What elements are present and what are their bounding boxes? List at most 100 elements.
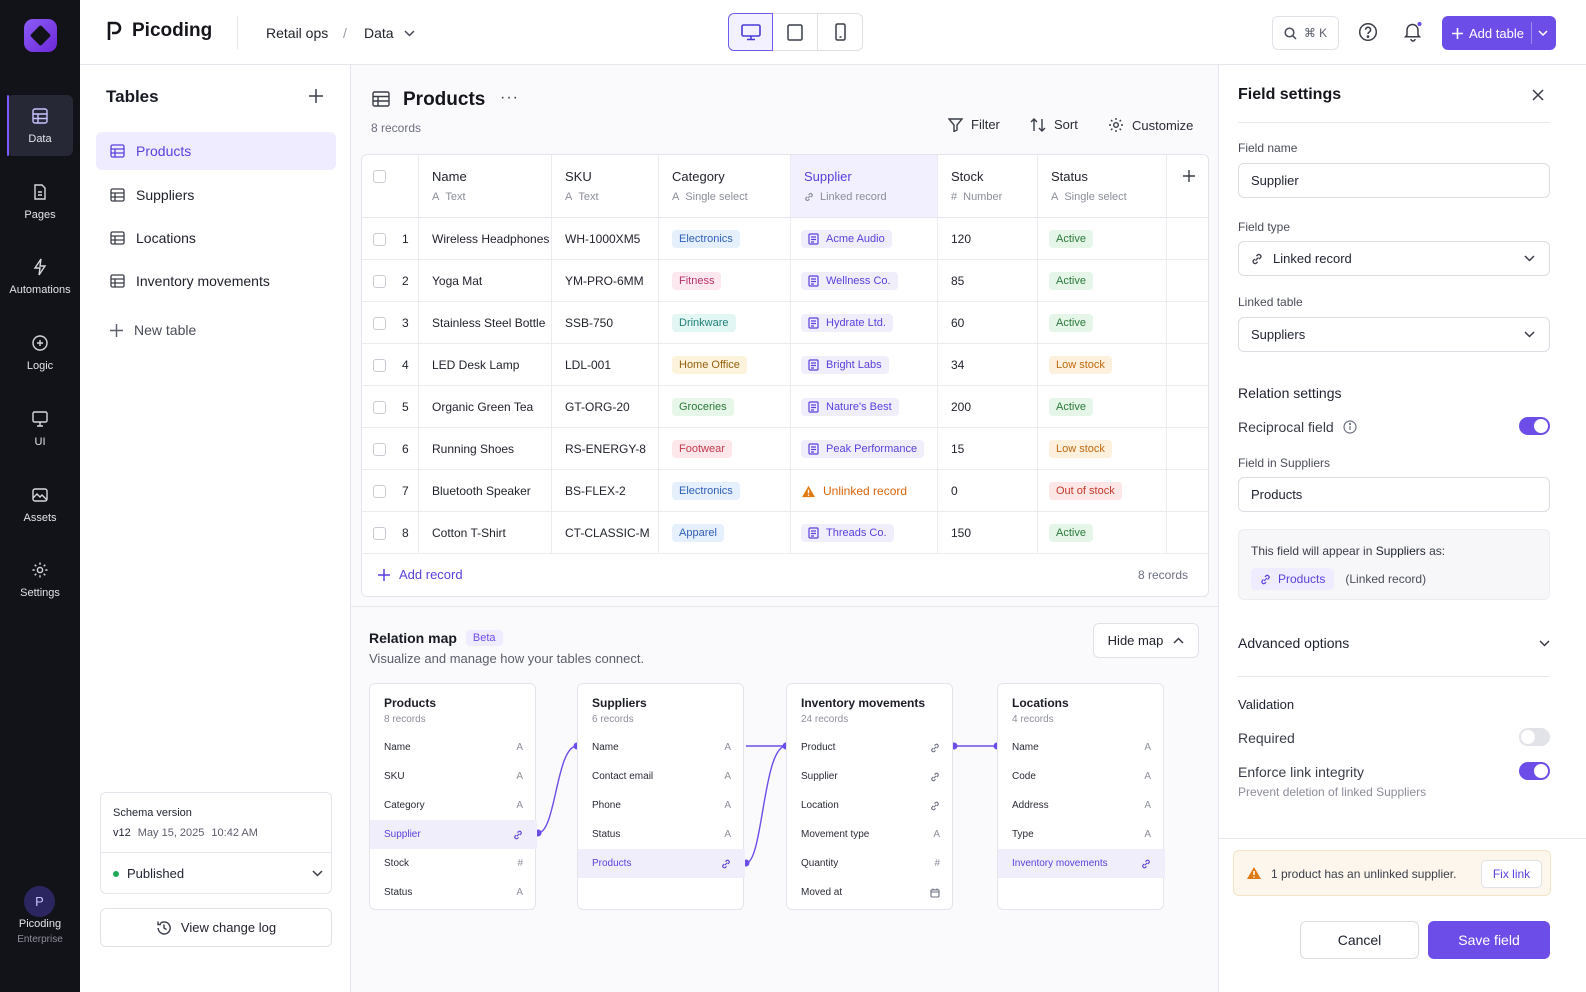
table-row[interactable]: 1 Wireless Headphones WH-1000XM5 Electronic… <box>362 218 1208 260</box>
cell-sku[interactable]: SSB-750 <box>552 302 659 344</box>
field-name-input[interactable]: Supplier <box>1238 163 1550 198</box>
relation-field-row[interactable]: Category A <box>370 791 537 820</box>
cell-supplier[interactable]: Wellness Co. <box>791 260 938 302</box>
cell-stock[interactable]: 85 <box>938 260 1038 302</box>
table-row[interactable]: 7 Bluetooth Speaker BS-FLEX-2 Electronics Un… <box>362 470 1208 512</box>
fix-link-button[interactable]: Fix link <box>1481 860 1542 888</box>
add-table-icon[interactable] <box>309 89 323 103</box>
cell-category[interactable]: Fitness <box>659 260 791 302</box>
column-header-status[interactable]: Status A Single select <box>1038 155 1167 218</box>
relation-field-row[interactable]: Location <box>787 791 954 820</box>
cell-status[interactable]: Low stock <box>1038 344 1167 386</box>
relation-field-row[interactable]: Contact email A <box>578 762 745 791</box>
required-toggle[interactable] <box>1519 728 1550 746</box>
table-item-products[interactable]: Products <box>96 132 336 170</box>
relation-field-row[interactable]: Name A <box>998 733 1165 762</box>
cell-category[interactable]: Groceries <box>659 386 791 428</box>
cell-sku[interactable]: BS-FLEX-2 <box>552 470 659 512</box>
add-record-button[interactable]: Add record <box>378 567 463 582</box>
supplier-link-chip[interactable]: Hydrate Ltd. <box>801 314 893 332</box>
notifications-button[interactable] <box>1402 20 1424 42</box>
rail-item-assets[interactable]: Assets <box>7 474 73 535</box>
info-icon[interactable] <box>1343 420 1357 434</box>
cell-stock[interactable]: 15 <box>938 428 1038 470</box>
cell-sku[interactable]: CT-CLASSIC-M <box>552 512 659 554</box>
advanced-options-toggle[interactable]: Advanced options <box>1238 635 1550 651</box>
relation-field-row[interactable]: Name A <box>370 733 537 762</box>
close-icon[interactable] <box>1532 89 1544 101</box>
unlinked-record-warning[interactable]: Unlinked record <box>801 484 907 498</box>
supplier-link-chip[interactable]: Acme Audio <box>801 230 892 248</box>
cell-category[interactable]: Footwear <box>659 428 791 470</box>
relation-field-row[interactable]: Phone A <box>578 791 745 820</box>
cell-name[interactable]: Wireless Headphones <box>419 218 552 260</box>
cell-name[interactable]: Stainless Steel Bottle <box>419 302 552 344</box>
relation-table-card[interactable]: Suppliers 6 records Name A Contact email A Pho… <box>577 683 745 910</box>
cell-status[interactable]: Active <box>1038 386 1167 428</box>
row-checkbox[interactable] <box>373 484 386 498</box>
cell-name[interactable]: Organic Green Tea <box>419 386 552 428</box>
relation-field-row[interactable]: Supplier <box>787 762 954 791</box>
cell-status[interactable]: Active <box>1038 218 1167 260</box>
save-field-button[interactable]: Save field <box>1428 921 1550 959</box>
cell-sku[interactable]: RS-ENERGY-8 <box>552 428 659 470</box>
relation-field-row[interactable]: Moved at <box>787 878 954 907</box>
table-row[interactable]: 4 LED Desk Lamp LDL-001 Home Office Bright L… <box>362 344 1208 386</box>
app-logo-icon[interactable] <box>24 19 57 52</box>
column-header-supplier[interactable]: Supplier Linked record <box>791 155 938 218</box>
breadcrumb-workspace[interactable]: Retail ops <box>266 25 329 41</box>
rail-item-pages[interactable]: Pages <box>7 171 73 232</box>
link-integrity-toggle[interactable] <box>1519 762 1550 780</box>
cell-sku[interactable]: WH-1000XM5 <box>552 218 659 260</box>
supplier-link-chip[interactable]: Wellness Co. <box>801 272 898 290</box>
cell-status[interactable]: Active <box>1038 260 1167 302</box>
cell-stock[interactable]: 0 <box>938 470 1038 512</box>
table-row[interactable]: 8 Cotton T-Shirt CT-CLASSIC-M Apparel Thread… <box>362 512 1208 554</box>
table-item-suppliers[interactable]: Suppliers <box>96 176 336 214</box>
cell-supplier[interactable]: Peak Performance <box>791 428 938 470</box>
relation-field-row[interactable]: Products <box>578 849 745 878</box>
chevron-down-icon[interactable] <box>1538 30 1548 36</box>
cell-stock[interactable]: 200 <box>938 386 1038 428</box>
rail-item-logic[interactable]: Logic <box>7 322 73 383</box>
rail-item-ui[interactable]: UI <box>7 398 73 459</box>
relation-field-row[interactable]: Status A <box>370 878 537 907</box>
cell-category[interactable]: Drinkware <box>659 302 791 344</box>
column-header-stock[interactable]: Stock # Number <box>938 155 1038 218</box>
reciprocal-field-input[interactable]: Products <box>1238 477 1550 512</box>
relation-field-row[interactable]: Address A <box>998 791 1165 820</box>
row-checkbox[interactable] <box>373 526 386 540</box>
customize-button[interactable]: Customize <box>1108 117 1193 133</box>
cell-name[interactable]: LED Desk Lamp <box>419 344 552 386</box>
table-row[interactable]: 5 Organic Green Tea GT-ORG-20 Groceries Natu… <box>362 386 1208 428</box>
cell-status[interactable]: Out of stock <box>1038 470 1167 512</box>
field-type-select[interactable]: Linked record <box>1238 241 1550 276</box>
more-options-icon[interactable]: ··· <box>500 89 519 106</box>
cell-supplier[interactable]: Bright Labs <box>791 344 938 386</box>
supplier-link-chip[interactable]: Bright Labs <box>801 356 889 374</box>
view-change-log-button[interactable]: View change log <box>100 908 332 947</box>
desktop-view-button[interactable] <box>728 13 773 51</box>
cell-name[interactable]: Yoga Mat <box>419 260 552 302</box>
relation-field-row[interactable]: SKU A <box>370 762 537 791</box>
cell-category[interactable]: Electronics <box>659 218 791 260</box>
breadcrumb-data-dropdown[interactable]: Data <box>364 25 415 41</box>
relation-field-row[interactable]: Type A <box>998 820 1165 849</box>
row-checkbox[interactable] <box>373 442 386 456</box>
cancel-button[interactable]: Cancel <box>1300 921 1419 959</box>
relation-table-card[interactable]: Locations 4 records Name A Code A Address A Type… <box>997 683 1165 910</box>
cell-sku[interactable]: LDL-001 <box>552 344 659 386</box>
cell-name[interactable]: Running Shoes <box>419 428 552 470</box>
linked-table-select[interactable]: Suppliers <box>1238 317 1550 352</box>
cell-category[interactable]: Apparel <box>659 512 791 554</box>
cell-stock[interactable]: 34 <box>938 344 1038 386</box>
tablet-view-button[interactable] <box>773 13 818 51</box>
table-row[interactable]: 2 Yoga Mat YM-PRO-6MM Fitness Wellness Co. 85… <box>362 260 1208 302</box>
rail-item-data[interactable]: Data <box>7 95 73 156</box>
cell-status[interactable]: Active <box>1038 302 1167 344</box>
relation-field-row[interactable]: Name A <box>578 733 745 762</box>
cell-supplier[interactable]: Nature's Best <box>791 386 938 428</box>
cell-name[interactable]: Cotton T-Shirt <box>419 512 552 554</box>
rail-item-settings[interactable]: Settings <box>7 549 73 610</box>
brand[interactable]: Picoding <box>106 20 212 42</box>
